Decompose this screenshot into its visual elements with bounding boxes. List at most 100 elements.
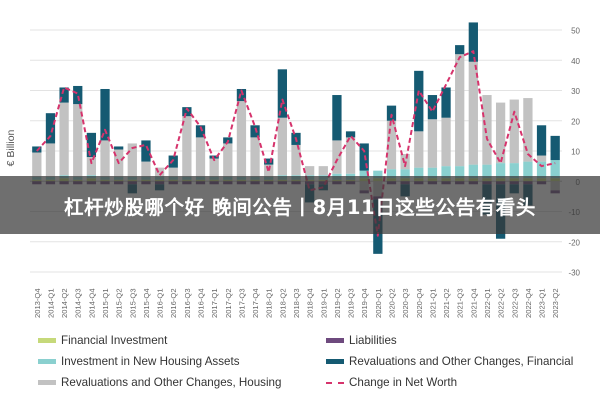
x-tick-label: 2014-Q1 — [46, 288, 55, 318]
x-tick-label: 2017-Q2 — [224, 288, 233, 318]
x-tick-label: 2018-Q3 — [292, 288, 301, 318]
bar-segment — [414, 70, 424, 132]
overlay-banner: 杠杆炒股哪个好 晚间公告丨8月11日这些公告有看头 — [0, 176, 600, 234]
bar-segment — [345, 131, 356, 138]
bar-segment — [318, 166, 328, 176]
bar-segment — [523, 98, 533, 162]
bar-segment — [236, 101, 247, 177]
bar-segment — [45, 113, 56, 144]
bar-segment — [482, 95, 492, 165]
y-tick-label: 10 — [571, 148, 580, 157]
bar-segment — [536, 161, 547, 179]
bar-segment — [73, 85, 83, 105]
bar-segment — [100, 140, 110, 177]
legend-swatch-dashed — [326, 381, 344, 384]
bar-segment — [59, 102, 69, 176]
legend: Financial Investment Investment in New H… — [38, 334, 598, 396]
legend-label: Revaluations and Other Changes, Housing — [61, 376, 282, 389]
bar-segment — [277, 117, 287, 176]
bar-segment — [455, 54, 465, 167]
x-tick-label: 2022-Q1 — [483, 288, 492, 318]
x-tick-label: 2017-Q3 — [237, 288, 246, 318]
x-tick-label: 2023-Q1 — [538, 288, 547, 318]
y-tick-label: 30 — [571, 87, 580, 96]
bar-segment — [495, 102, 506, 164]
bar-segment — [86, 132, 97, 158]
bar-segment — [59, 87, 69, 103]
bar-segment — [550, 135, 560, 161]
bar-segment — [495, 163, 506, 179]
bar-segment — [195, 137, 206, 177]
bar-segment — [332, 140, 342, 174]
bar-segment — [305, 166, 315, 176]
x-tick-label: 2014-Q3 — [74, 288, 83, 318]
bar-segment — [168, 167, 178, 177]
y-tick-label: 20 — [571, 117, 580, 126]
y-tick-label: 50 — [571, 27, 580, 36]
bar-segment — [386, 169, 397, 179]
bar-segment — [345, 137, 356, 174]
bar-segment — [509, 163, 519, 179]
legend-item-liabilities: Liabilities — [326, 334, 397, 347]
legend-label: Investment in New Housing Assets — [61, 355, 240, 368]
x-tick-label: 2017-Q1 — [210, 288, 219, 318]
bar-segment — [168, 155, 178, 168]
legend-swatch — [326, 338, 344, 343]
bar-segment — [414, 131, 424, 168]
bar-segment — [386, 105, 397, 121]
y-tick-label: -20 — [568, 238, 580, 247]
y-axis-label: € Billion — [5, 129, 17, 166]
legend-item-investment-new-housing: Investment in New Housing Assets — [38, 355, 240, 368]
x-tick-label: 2015-Q3 — [128, 288, 137, 318]
bar-segment — [277, 69, 287, 118]
x-tick-label: 2013-Q4 — [33, 288, 42, 318]
x-tick-label: 2022-Q4 — [524, 288, 533, 318]
bar-segment — [250, 137, 260, 177]
x-tick-label: 2018-Q4 — [306, 288, 315, 318]
bar-segment — [100, 88, 110, 141]
bar-segment — [400, 169, 410, 179]
x-tick-label: 2014-Q4 — [87, 288, 96, 318]
x-tick-label: 2019-Q4 — [360, 288, 369, 318]
y-tick-label: 40 — [571, 57, 580, 66]
x-tick-label: 2019-Q3 — [347, 288, 356, 318]
x-tick-label: 2021-Q3 — [456, 288, 465, 318]
x-tick-label: 2018-Q2 — [278, 288, 287, 318]
bar-segment — [441, 87, 451, 118]
x-tick-label: 2018-Q1 — [265, 288, 274, 318]
x-tick-label: 2021-Q1 — [428, 288, 437, 318]
bar-segment — [45, 143, 56, 177]
bar-segment — [32, 152, 42, 177]
bar-segment — [536, 125, 547, 156]
bar-segment — [468, 164, 478, 179]
bar-segment — [127, 143, 137, 177]
bar-segment — [536, 155, 547, 162]
legend-label: Financial Investment — [61, 334, 168, 347]
legend-swatch — [38, 338, 56, 343]
bar-segment — [86, 157, 97, 176]
legend-item-change-net-worth: Change in Net Worth — [326, 376, 457, 389]
bar-segment — [414, 167, 424, 179]
x-tick-label: 2022-Q2 — [497, 288, 506, 318]
x-tick-label: 2019-Q2 — [333, 288, 342, 318]
x-tick-label: 2016-Q3 — [183, 288, 192, 318]
bar-segment — [223, 143, 233, 177]
bar-segment — [427, 95, 438, 120]
legend-label: Revaluations and Other Changes, Financia… — [349, 355, 574, 368]
x-tick-label: 2019-Q1 — [319, 288, 328, 318]
bar-segment — [264, 158, 274, 165]
y-axis-tick-labels: -30-20-1001020304050 — [568, 27, 580, 278]
chart: -30-20-1001020304050 2013-Q42014-Q12014-… — [5, 22, 581, 318]
legend-item-financial-investment: Financial Investment — [38, 334, 167, 347]
net-worth-series-line — [36, 50, 556, 237]
banner-text: 杠杆炒股哪个好 晚间公告丨8月11日这些公告有看头 — [64, 195, 536, 219]
bar-segment — [359, 170, 369, 179]
bar-segment — [455, 45, 465, 55]
net-worth-line — [36, 50, 556, 237]
x-tick-label: 2015-Q4 — [142, 288, 151, 318]
bar-segment — [373, 170, 383, 179]
bar-segment — [550, 160, 560, 179]
bar-segment — [250, 125, 260, 138]
bar-segment — [523, 161, 533, 179]
x-tick-label: 2020-Q4 — [415, 288, 424, 318]
